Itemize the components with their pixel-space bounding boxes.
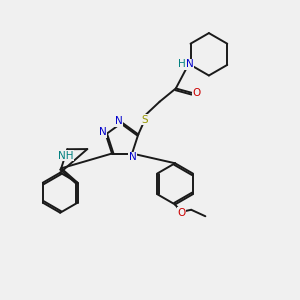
Text: H: H — [178, 59, 186, 69]
Text: O: O — [192, 88, 200, 98]
Text: N: N — [115, 116, 122, 126]
Text: N: N — [129, 152, 136, 162]
Text: S: S — [142, 115, 148, 125]
Text: N: N — [99, 127, 107, 137]
Text: NH: NH — [58, 151, 74, 161]
Text: N: N — [186, 59, 194, 69]
Text: O: O — [177, 208, 186, 218]
